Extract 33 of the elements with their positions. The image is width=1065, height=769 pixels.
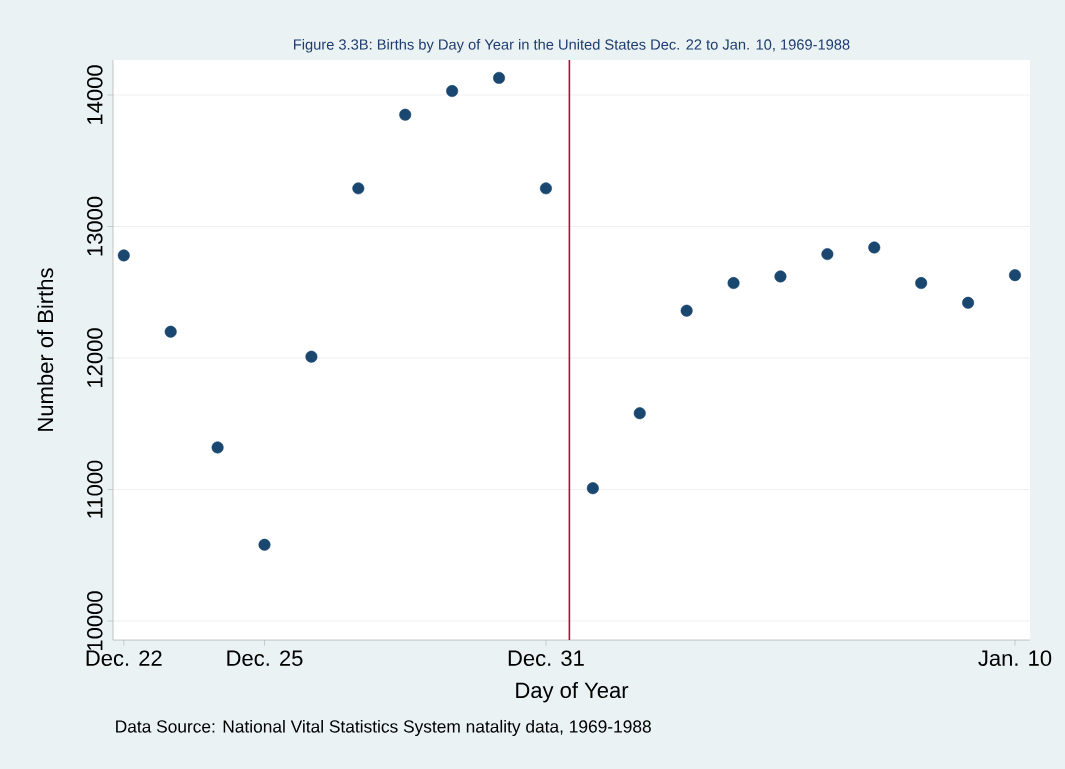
x-tick-label: Dec. 25	[227, 650, 303, 666]
point	[727, 277, 740, 290]
point	[539, 182, 552, 195]
point	[352, 182, 365, 195]
y-axis-title: Number of Births	[37, 268, 54, 431]
point	[915, 277, 928, 290]
point	[962, 296, 975, 309]
y-tick-label: 11000	[87, 460, 103, 518]
point	[633, 407, 646, 420]
point	[117, 249, 130, 262]
y-tick-label: 14000	[87, 65, 103, 124]
point	[586, 482, 599, 495]
x-axis-title: Day of Year	[516, 681, 629, 703]
source-note: Data Source: National Vital Statistics System natality data, 1969-1988	[116, 719, 651, 737]
point	[493, 71, 506, 84]
x-tick-label: Dec. 22	[86, 650, 162, 666]
point	[680, 304, 693, 317]
point	[774, 270, 787, 283]
x-tick-label: Jan. 10	[978, 650, 1052, 666]
y-tick-label: 12000	[87, 328, 103, 387]
y-tick-label: 10000	[87, 591, 103, 650]
chart-title: Figure 3.3B: Births by Day of Year in the United States Dec. 22 to Jan. 10, 1969-1988	[294, 38, 850, 53]
point	[211, 441, 224, 454]
point	[258, 538, 271, 551]
point	[305, 350, 318, 363]
y-tick-label: 13000	[87, 196, 103, 256]
point	[446, 85, 459, 98]
point	[821, 248, 834, 261]
point	[1008, 269, 1021, 282]
point	[399, 108, 412, 121]
point	[164, 325, 177, 338]
x-tick-label: Dec. 31	[508, 650, 584, 666]
point	[868, 241, 881, 254]
